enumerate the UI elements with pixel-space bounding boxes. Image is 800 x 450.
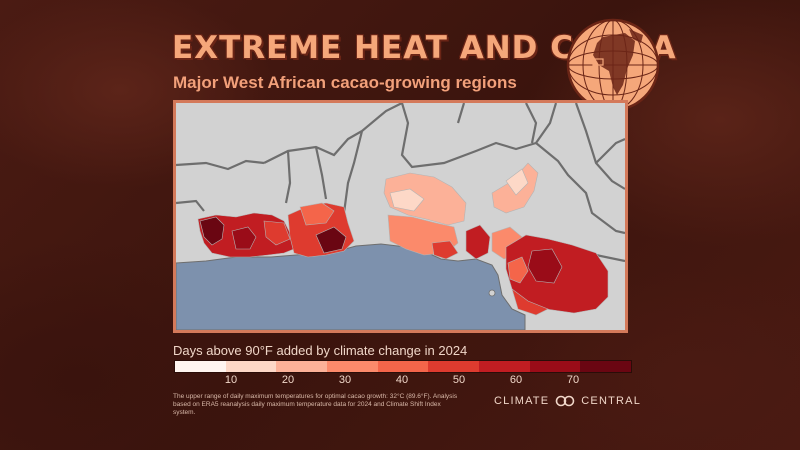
legend-tick-label: 60 [509,374,523,386]
footnote: The upper range of daily maximum tempera… [173,393,458,416]
page-subtitle: Major West African cacao-growing regions [173,73,517,92]
legend-bin [327,361,378,372]
legend-tick-label: 70 [566,374,580,386]
cameroon-core [527,248,563,284]
legend-bin [580,361,632,372]
climate-central-icon [555,395,575,407]
legend-bin [377,361,429,372]
legend-tick-label: 10 [224,374,238,386]
ghana-north [299,202,335,226]
legend-bin [428,361,480,372]
legend-tick-label: 50 [452,374,466,386]
cote-divoire-mid [231,226,257,250]
nigeria-south-west-dark [431,240,459,260]
legend-color-scale [174,360,632,373]
cameroon-south [511,288,549,316]
nigeria-west-pale [389,188,425,212]
legend-bin [276,361,328,372]
legend-bin [479,361,530,372]
legend-tick-label: 40 [395,374,409,386]
legend-tick-label: 30 [338,374,352,386]
legend-title: Days above 90°F added by climate change … [173,343,468,358]
cote-divoire-east [263,220,291,246]
cocoa-regions [197,162,609,316]
ghana-core [315,226,347,254]
legend-ticks: 10 20 30 40 50 60 70 [174,374,630,388]
cote-divoire-core [199,216,225,246]
legend-bin [529,361,581,372]
nigeria-west-light [383,172,467,226]
brand-right: CENTRAL [581,395,642,407]
bioko-island [488,289,496,297]
legend-bin [225,361,277,372]
legend-bin [175,361,226,372]
brand-left: CLIMATE [494,395,550,407]
cocoa-region-map [173,100,628,333]
brand-logo: CLIMATE CENTRAL [494,394,641,408]
nigeria-delta [465,224,491,260]
gulf-of-guinea [176,243,526,330]
legend-tick-label: 20 [281,374,295,386]
country-borders [176,103,625,263]
west-africa-map [176,103,625,330]
nigeria-east-pale [505,168,529,196]
cameroon-west [507,256,529,284]
globe-icon [566,18,660,112]
page-title: EXTREME HEAT AND COCOA [172,30,677,66]
